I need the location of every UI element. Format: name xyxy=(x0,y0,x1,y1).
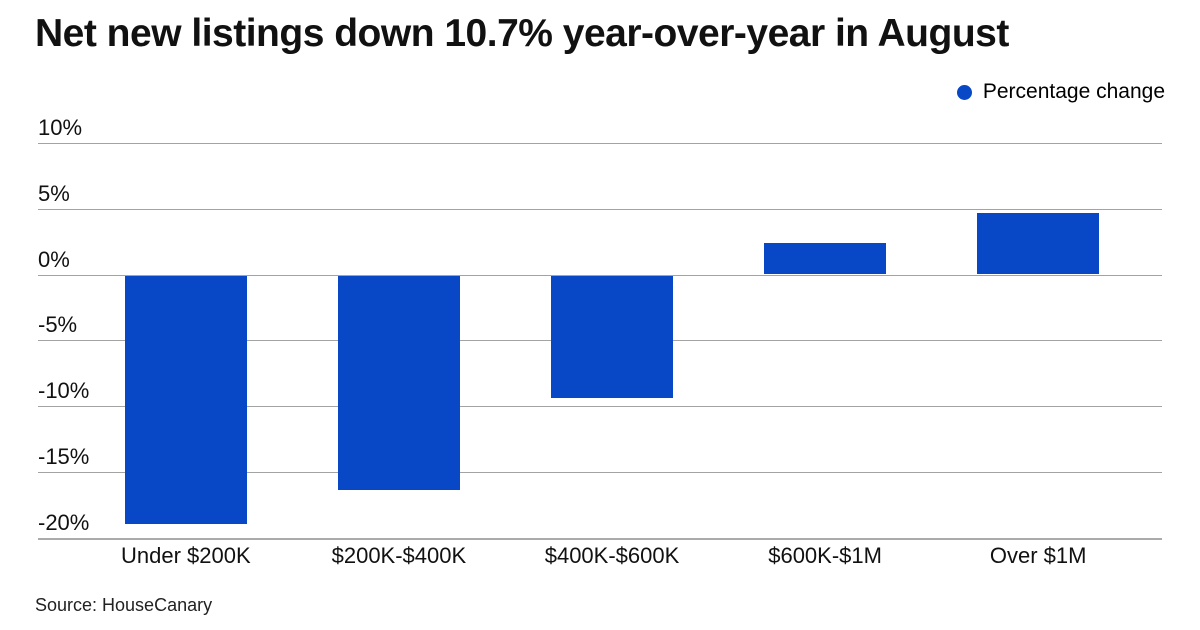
gridline xyxy=(38,274,1162,276)
y-tick-label: 0% xyxy=(38,246,70,272)
x-category-label: Over $1M xyxy=(989,543,1087,568)
y-tick-label: -10% xyxy=(38,378,90,403)
y-tick-label: -20% xyxy=(38,509,90,535)
bar-200k-400k xyxy=(337,275,460,490)
y-tick-label: 10% xyxy=(38,115,83,140)
bar-over-1m xyxy=(977,212,1100,275)
gridline xyxy=(38,208,1162,210)
bar-under-200k xyxy=(124,275,247,525)
x-category-label: $400K-$600K xyxy=(544,543,680,568)
legend: Percentage change xyxy=(956,80,1165,104)
bar-chart: 10% 5% 0% -5% -10% -15% -20% Under $200K $200K-$… xyxy=(38,0,1162,630)
y-tick-label: 5% xyxy=(38,180,70,206)
gridline xyxy=(38,143,1162,144)
y-tick-label: -5% xyxy=(38,312,78,338)
source-credit: Source: HouseCanary xyxy=(35,595,213,615)
y-tick-label: -15% xyxy=(38,443,90,469)
bar-400k-600k xyxy=(551,275,673,398)
chart-title: Net new listings down 10.7% year-over-ye… xyxy=(35,12,1009,55)
gridline xyxy=(38,406,1162,407)
legend-label: Percentage change xyxy=(982,80,1165,103)
x-category-label: Under $200K xyxy=(120,543,251,568)
bar-600k-1m xyxy=(764,242,887,275)
legend-dot-icon xyxy=(956,84,972,100)
x-category-label: $200K-$400K xyxy=(331,543,467,568)
x-axis-line xyxy=(38,537,1162,540)
x-category-label: $600K-$1M xyxy=(768,543,882,568)
gridline xyxy=(38,471,1162,473)
